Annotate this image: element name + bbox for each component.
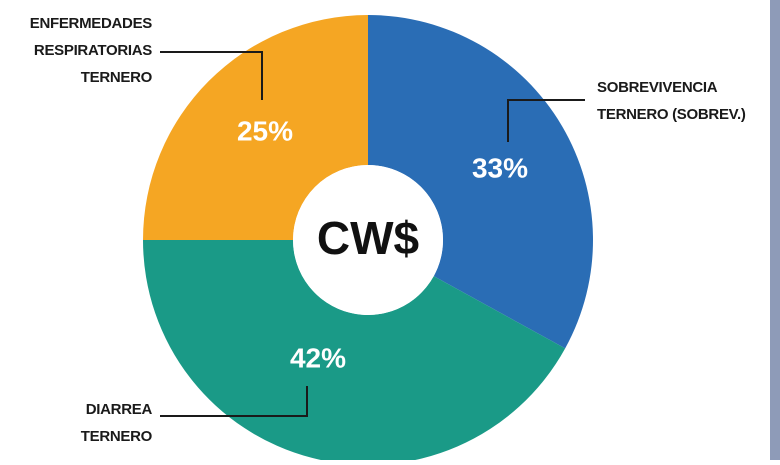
donut-hole <box>293 165 443 315</box>
donut-slice <box>368 15 593 349</box>
value-label: 25% <box>237 115 293 146</box>
edge-strip <box>770 0 780 460</box>
category-label: ENFERMEDADES RESPIRATORIAS TERNERO <box>30 15 153 86</box>
category-label-line: TERNERO <box>81 428 153 445</box>
category-label-line: TERNERO (SOBREV.) <box>597 106 746 123</box>
center-label: CW$ <box>317 212 419 264</box>
donut-slice <box>143 240 566 465</box>
value-label: 42% <box>290 342 346 373</box>
category-label-line: SOBREVIVENCIA <box>597 79 718 96</box>
category-label-line: RESPIRATORIAS <box>34 42 152 59</box>
leader-line <box>160 386 308 417</box>
category-label-line: TERNERO <box>81 69 153 86</box>
category-label-line: ENFERMEDADES <box>30 15 153 32</box>
category-label: DIARREA TERNERO <box>81 401 153 445</box>
leader-line <box>160 51 263 100</box>
value-label: 33% <box>472 152 528 183</box>
leader-line <box>507 99 585 142</box>
category-label: SOBREVIVENCIA TERNERO (SOBREV.) <box>597 79 746 123</box>
donut-slice <box>143 15 368 240</box>
category-label-line: DIARREA <box>86 401 153 418</box>
